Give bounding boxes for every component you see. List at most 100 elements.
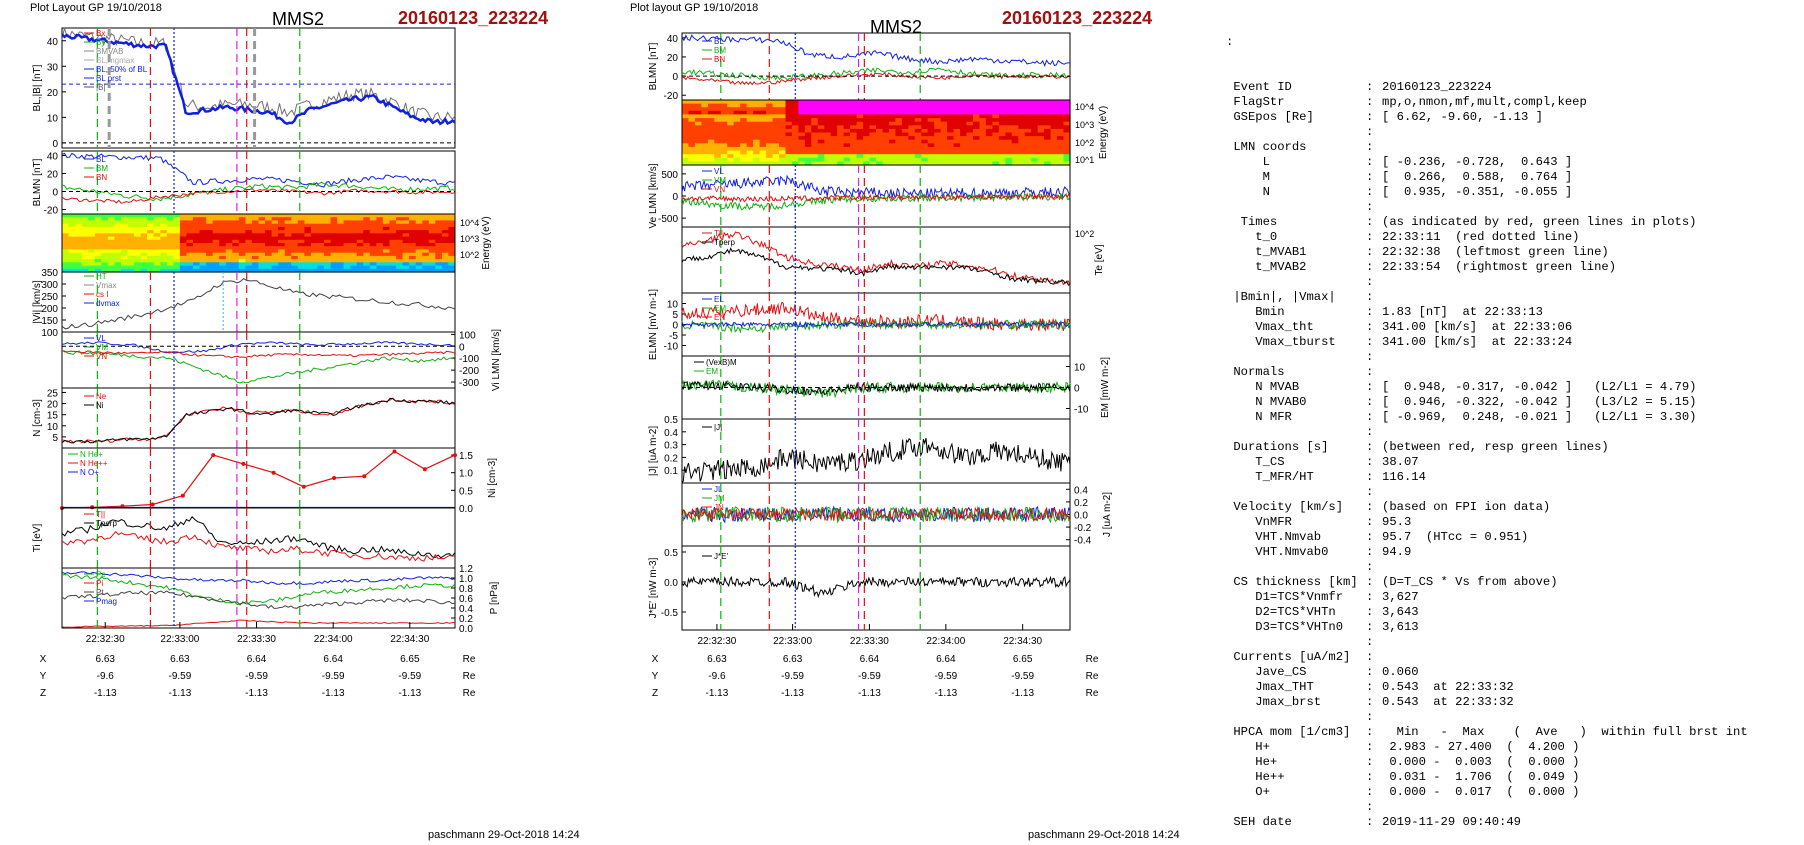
spectrogram-cell xyxy=(441,262,449,267)
spectrogram-cell xyxy=(225,246,233,250)
spectrogram-cell xyxy=(297,265,305,270)
spectrogram-cell xyxy=(720,128,728,134)
spectrogram-cell xyxy=(369,246,377,250)
spectrogram-cell xyxy=(856,118,864,123)
legend-entry: Tperp xyxy=(714,238,735,247)
spectrogram-cell xyxy=(740,154,748,159)
spectrogram-cell xyxy=(179,249,187,254)
legend-entry: cs I xyxy=(96,290,108,299)
spectrogram-cell xyxy=(186,223,194,228)
spectrogram-cell xyxy=(1018,139,1026,144)
spectrogram-cell xyxy=(251,246,259,250)
spectrogram-cell xyxy=(1011,161,1019,166)
spectrogram-cell xyxy=(337,223,345,228)
spectrogram-cell xyxy=(304,249,312,254)
spectrogram-cell xyxy=(107,259,115,263)
info-row: He++: 0.031 - 1.706 ( 0.049 ) xyxy=(1226,770,1748,785)
legend-entry: BM xyxy=(714,46,726,55)
info-row: : xyxy=(1226,200,1748,215)
spectrogram-cell xyxy=(356,223,364,228)
spectrogram-cell xyxy=(869,136,877,141)
y-axis-label: Vi LMN [km/s] xyxy=(491,329,502,391)
spectrogram-cell xyxy=(448,268,456,273)
spectrogram-cell xyxy=(232,223,240,228)
spectrogram-cell xyxy=(772,150,780,155)
spectrogram-cell xyxy=(869,110,877,115)
spectrogram-cell xyxy=(1024,136,1032,141)
spectrogram-cell xyxy=(824,125,832,130)
spectrogram-cell xyxy=(402,236,410,241)
spectrogram-cell xyxy=(876,114,884,119)
spectrogram-cell xyxy=(720,107,728,112)
spectrogram-cell xyxy=(811,161,819,166)
spectrogram-cell xyxy=(258,239,266,244)
spectrogram-cell xyxy=(160,226,168,231)
spectrogram-cell xyxy=(415,226,423,231)
y-tick-label: 0 xyxy=(52,139,58,150)
spectrogram-cell xyxy=(901,118,909,123)
spectrogram-cell xyxy=(435,236,443,241)
y-tick-label: 40 xyxy=(47,152,59,163)
spectrogram-cell xyxy=(733,107,741,112)
position-unit: Re xyxy=(463,654,476,665)
spectrogram-cell xyxy=(310,230,318,234)
spectrogram-cell xyxy=(81,233,89,238)
spectrogram-cell xyxy=(727,107,735,112)
spectrogram-cell xyxy=(389,268,397,273)
info-value: 0.543 at 22:33:32 xyxy=(1382,695,1514,709)
info-colon: : xyxy=(1366,815,1374,829)
spectrogram-cell xyxy=(284,268,292,273)
spectrogram-cell xyxy=(402,233,410,238)
spectrogram-cell xyxy=(88,217,96,221)
spectrogram-cell xyxy=(369,255,377,260)
spectrogram-cell xyxy=(271,230,279,234)
y-tick-label: -20 xyxy=(664,91,679,102)
spectrogram-cell xyxy=(850,154,858,159)
spectrogram-cell xyxy=(992,154,1000,159)
spectrogram-cell xyxy=(1031,161,1039,166)
spectrogram-cell xyxy=(1011,139,1019,144)
spectrogram-cell xyxy=(62,220,70,225)
spectrogram-cell xyxy=(62,259,70,263)
spectrogram-cell xyxy=(901,136,909,141)
spectrogram-cell xyxy=(382,233,390,238)
spectrogram-cell xyxy=(343,223,351,228)
spectrogram-cell xyxy=(317,226,325,231)
spectrogram-cell xyxy=(740,132,748,137)
spectrogram-cell xyxy=(882,150,890,155)
spectrogram-cell xyxy=(409,265,417,270)
spectrogram-cell xyxy=(232,217,240,221)
spectrogram-cell xyxy=(753,154,761,159)
spectrogram-cell xyxy=(389,262,397,267)
spectrogram-cell xyxy=(863,128,871,134)
spectrogram-cell xyxy=(160,255,168,260)
spectrogram-cell xyxy=(1063,128,1071,134)
spectrogram-cell xyxy=(707,150,715,155)
spectrogram-cell xyxy=(173,217,181,221)
spectrogram-cell xyxy=(179,217,187,221)
spectrogram-cell xyxy=(173,262,181,267)
spectrogram-cell xyxy=(173,255,181,260)
spectrogram-cell xyxy=(759,118,767,123)
position-value: 6.64 xyxy=(323,654,343,665)
spectrogram-cell xyxy=(402,214,410,218)
mid-plot-layout-label: Plot layout GP 19/10/2018 xyxy=(630,2,759,14)
spectrogram-cell xyxy=(291,226,299,231)
spectrogram-cell xyxy=(199,259,207,263)
spectrogram-cell xyxy=(212,265,220,270)
spectrogram-cell xyxy=(448,239,456,244)
spectrogram-cell xyxy=(88,249,96,254)
spectrogram-cell xyxy=(921,157,929,162)
spectrogram-cell xyxy=(824,136,832,141)
spectrogram-cell xyxy=(88,214,96,218)
spectrogram-cell xyxy=(914,100,922,105)
spectrogram-cell xyxy=(1031,110,1039,115)
info-colon: : xyxy=(1366,95,1374,109)
spectrogram-cell xyxy=(291,268,299,273)
spectrogram-cell xyxy=(330,233,338,238)
y-tick-label: -0.4 xyxy=(1074,536,1092,547)
info-colon: : xyxy=(1366,665,1374,679)
info-rows: Event ID:20160123_223224 FlagStr: mp,o,nm… xyxy=(1226,80,1748,830)
spectrogram-cell xyxy=(850,146,858,152)
spectrogram-cell xyxy=(701,118,709,123)
